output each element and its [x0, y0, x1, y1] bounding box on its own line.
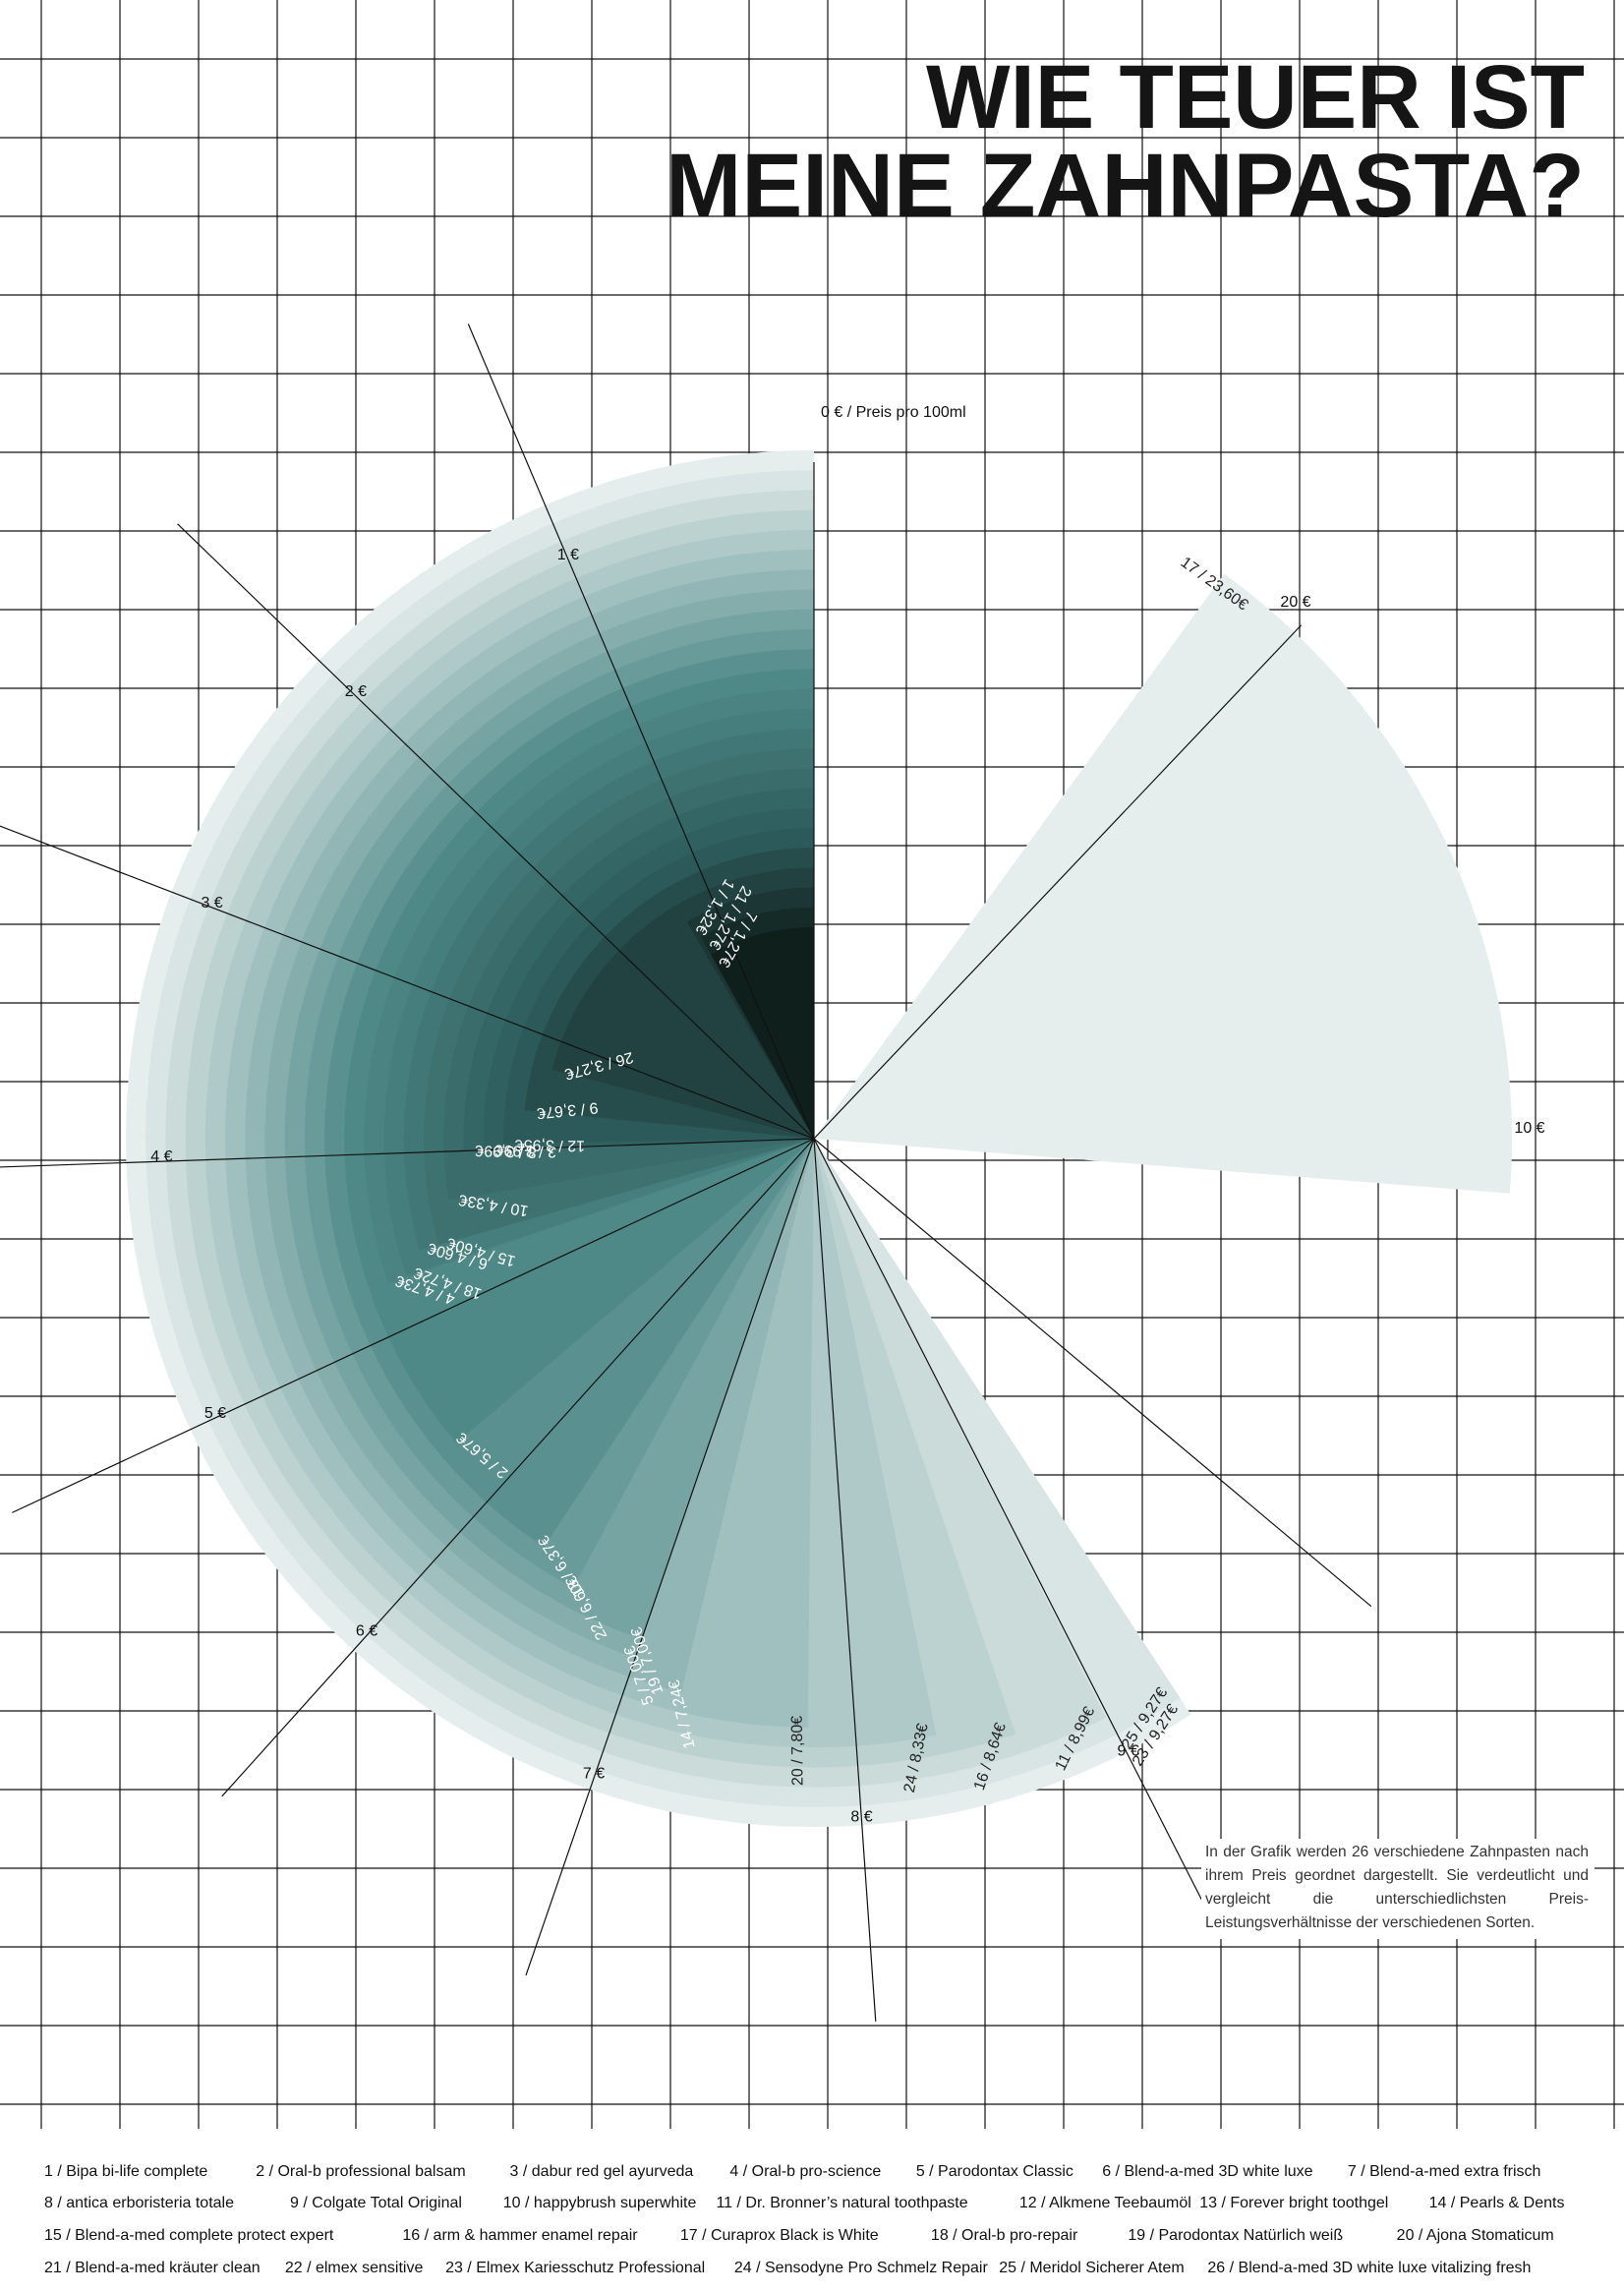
legend-item: 5 / Parodontax Classic	[916, 2163, 1073, 2180]
tick-line	[813, 1138, 877, 2022]
tick-line	[813, 624, 1303, 1140]
legend-item: 24 / Sensodyne Pro Schmelz Repair	[734, 2260, 989, 2276]
tick-line	[221, 1138, 815, 1797]
legend-item: 12 / Alkmene Teebaumöl	[1019, 2195, 1191, 2211]
tick-line	[0, 825, 815, 1140]
bar-label: 3 / 3,99€	[494, 1142, 556, 1160]
title-line-1: WIE TEUER IST	[926, 47, 1585, 147]
tick-label: 7 €	[583, 1766, 605, 1783]
legend-item: 2 / Oral-b professional balsam	[256, 2163, 465, 2180]
bar-sector	[711, 927, 814, 1139]
tick-label: 2 €	[345, 683, 367, 700]
legend-item: 4 / Oral-b pro-science	[729, 2163, 881, 2180]
tick-label: 4 €	[150, 1148, 172, 1165]
tick-labels: 1 € 2 € 3 € 4 € 5 € 6 € 7 € 8 € 9 € 10 € 20 €	[150, 547, 1544, 1825]
price-bands	[125, 450, 1191, 1827]
legend-item: 1 / Bipa bi-life complete	[44, 2163, 207, 2180]
legend-item: 6 / Blend-a-med 3D white luxe	[1102, 2163, 1312, 2180]
legend-item: 9 / Colgate Total Original	[290, 2195, 462, 2211]
tick-line	[12, 1138, 815, 1513]
tick-line	[177, 523, 815, 1140]
tick-line	[813, 1138, 1217, 1928]
tick-label: 3 €	[201, 895, 222, 912]
legend-item: 20 / Ajona Stomaticum	[1397, 2227, 1554, 2244]
sector-17-group	[814, 573, 1512, 1194]
tick-line	[467, 324, 815, 1140]
tick-label: 10 €	[1514, 1120, 1544, 1137]
bar-label: 20 / 7,80€	[789, 1716, 807, 1786]
tick-label: 20 €	[1280, 594, 1310, 611]
tick-line	[813, 1138, 1372, 1608]
legend-item: 16 / arm & hammer enamel repair	[402, 2227, 638, 2244]
bar-label: 12 / 3,95€	[515, 1136, 586, 1153]
title-line-2: MEINE ZAHNPASTA?	[666, 136, 1585, 236]
tick-label: 6 €	[356, 1622, 377, 1639]
legend-item: 25 / Meridol Sicherer Atem	[999, 2260, 1185, 2276]
legend-item: 3 / dabur red gel ayurveda	[510, 2163, 694, 2180]
legend-item: 14 / Pearls & Dents	[1429, 2195, 1565, 2211]
legend-item: 18 / Oral-b pro-repair	[931, 2227, 1078, 2244]
bar-label: 9 / 3,67€	[536, 1098, 599, 1121]
tick-line	[525, 1138, 815, 1976]
legend-item: 10 / happybrush superwhite	[503, 2195, 697, 2211]
legend-item: 13 / Forever bright toothgel	[1199, 2195, 1388, 2211]
legend-item: 19 / Parodontax Natürlich weiß	[1128, 2227, 1343, 2244]
legend-item: 26 / Blend-a-med 3D white luxe vitalizin…	[1207, 2260, 1531, 2276]
tick-label: 8 €	[850, 1808, 872, 1825]
legend-item: 21 / Blend-a-med kräuter clean	[44, 2260, 261, 2276]
legend-item: 8 / antica erboristeria totale	[44, 2195, 234, 2211]
legend-item: 22 / elmex sensitive	[285, 2260, 424, 2276]
legend-item: 11 / Dr. Bronner’s natural toothpaste	[716, 2195, 967, 2211]
bar-sector-outlier	[814, 573, 1512, 1194]
legend-item: 17 / Curaprox Black is White	[680, 2227, 879, 2244]
tick-label: 5 €	[204, 1405, 226, 1422]
legend: 1 / Bipa bi-life complete 2 / Oral-b prof…	[44, 2163, 1564, 2276]
zero-axis-label: 0 € / Preis pro 100ml	[821, 404, 966, 421]
description-box: In der Grafik werden 26 verschiedene Zah…	[1201, 1839, 1595, 1939]
tick-lines	[0, 324, 1372, 2022]
legend-item: 7 / Blend-a-med extra frisch	[1348, 2163, 1541, 2180]
tick-label: 1 €	[557, 547, 579, 563]
bar-label: 8 / 3,99€	[475, 1142, 537, 1160]
legend-item: 23 / Elmex Kariesschutz Professional	[445, 2260, 705, 2276]
legend-item: 15 / Blend-a-med complete protect expert	[44, 2227, 334, 2244]
tick-label: 9 €	[1117, 1742, 1138, 1759]
tick-line	[0, 1138, 815, 1168]
